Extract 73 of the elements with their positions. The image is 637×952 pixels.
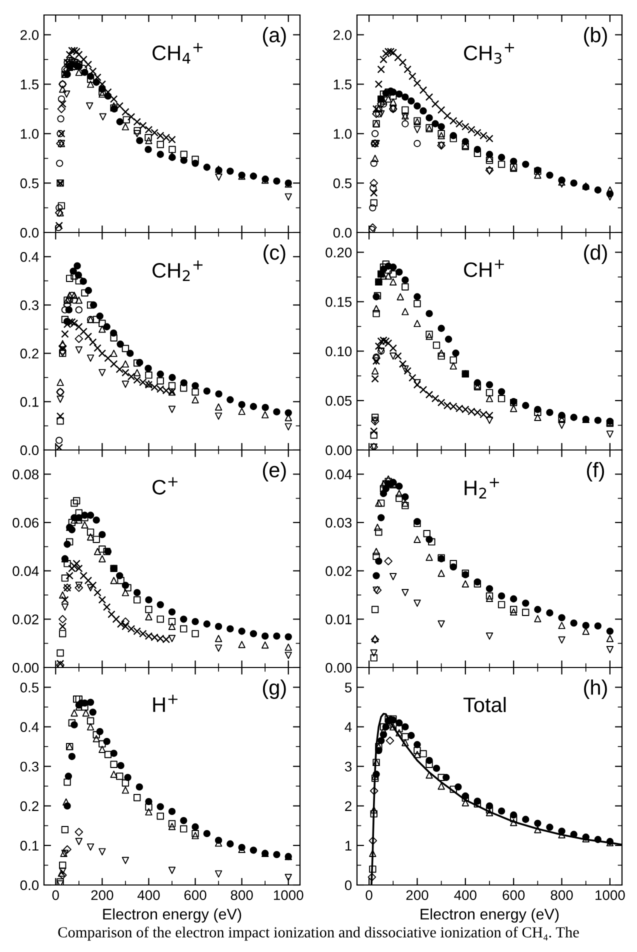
y-tick-label: 0.0 — [333, 228, 352, 238]
y-tick-label: 1.0 — [20, 128, 39, 139]
annotation: CH$_{3}$$^{+}$ — [464, 43, 514, 64]
annotation: CH$^{+}$ — [464, 260, 504, 278]
x-tick-label: 800 — [230, 890, 253, 900]
y-tick-label: 1.5 — [20, 80, 39, 90]
annotation: H$_{2}$$^{+}$ — [464, 478, 499, 498]
y-tick-label: 0.2 — [20, 801, 38, 812]
x-tick-label: 600 — [502, 890, 525, 900]
y-tick-label: 0.04 — [12, 566, 39, 576]
y-tick-label: 0 — [344, 880, 352, 890]
y-tick-label: 4 — [344, 722, 352, 732]
annotation: (a) — [262, 27, 286, 46]
y-tick-label: 0.01 — [326, 614, 352, 624]
y-tick-label: 2.0 — [334, 30, 352, 40]
x-tick-label: 800 — [550, 890, 573, 900]
y-tick-label: 0.02 — [326, 566, 352, 576]
annotation: (b) — [584, 27, 607, 46]
y-tick-label: 0.10 — [326, 346, 352, 356]
y-tick-label: 0.00 — [326, 445, 352, 456]
x-axis-title: Electron energy (eV) — [420, 908, 559, 923]
y-tick-label: 3 — [344, 762, 352, 772]
y-tick-label: 0.4 — [20, 252, 39, 262]
text: Comparison of the electron impact ionization and dissociative ionization of CH₄. The — [58, 926, 579, 941]
y-tick-label: 0.1 — [20, 397, 38, 407]
y-tick-label: 0.03 — [326, 518, 352, 528]
annotation: (d) — [584, 244, 607, 264]
annotation: CH$_{4}$$^{+}$ — [152, 42, 203, 64]
annotation: (f) — [586, 462, 604, 482]
y-tick-label: 0.05 — [326, 396, 352, 406]
y-tick-label: 0.3 — [20, 300, 39, 310]
y-tick-label: 0.04 — [326, 470, 352, 480]
y-tick-label: 0.0 — [20, 445, 39, 456]
y-tick-label: 0.0 — [20, 880, 39, 890]
y-tick-label: 5 — [344, 682, 352, 692]
x-tick-label: 200 — [406, 890, 428, 900]
y-tick-label: 1.5 — [334, 80, 352, 90]
x-tick-label: 0 — [366, 890, 372, 900]
x-tick-label: 200 — [91, 890, 114, 900]
x-tick-label: 600 — [184, 890, 206, 900]
y-tick-label: 1.0 — [334, 128, 352, 139]
x-tick-label: 1000 — [274, 890, 304, 900]
y-tick-label: 1 — [345, 840, 352, 850]
annotation: (e) — [262, 462, 286, 482]
y-tick-label: 0.06 — [12, 518, 39, 528]
x-tick-label: 400 — [137, 890, 160, 900]
annotation: (h) — [584, 680, 607, 699]
y-tick-label: 0.0 — [20, 228, 39, 238]
y-tick-label: 0.00 — [12, 662, 39, 673]
x-axis-title: Electron energy (eV) — [103, 908, 242, 923]
annotation: (g) — [262, 680, 286, 699]
y-tick-label: 0.08 — [12, 470, 39, 480]
y-tick-label: 0.4 — [20, 722, 39, 732]
annotation: C$^{+}$ — [152, 477, 178, 495]
y-tick-label: 0.2 — [20, 348, 38, 359]
annotation: CH$_{2}$$^{+}$ — [152, 260, 203, 281]
x-tick-label: 1000 — [596, 890, 625, 900]
x-tick-label: 0 — [52, 890, 59, 900]
y-tick-label: 0.15 — [326, 297, 352, 307]
annotation: (c) — [264, 244, 286, 264]
y-tick-label: 2.0 — [20, 30, 39, 40]
y-tick-label: 0.1 — [20, 840, 38, 851]
y-tick-label: 2 — [345, 801, 352, 811]
y-tick-label: 0.02 — [12, 614, 38, 624]
y-tick-label: 0.5 — [20, 682, 39, 692]
y-tick-label: 0.5 — [333, 178, 352, 188]
y-tick-label: 0.3 — [20, 762, 39, 772]
y-tick-label: 0.00 — [326, 662, 352, 673]
x-tick-label: 400 — [454, 890, 476, 900]
y-tick-label: 0.20 — [326, 248, 352, 258]
annotation: H$^{+}$ — [153, 694, 178, 712]
y-tick-label: 0.5 — [20, 178, 39, 188]
annotation: Total — [463, 696, 506, 712]
